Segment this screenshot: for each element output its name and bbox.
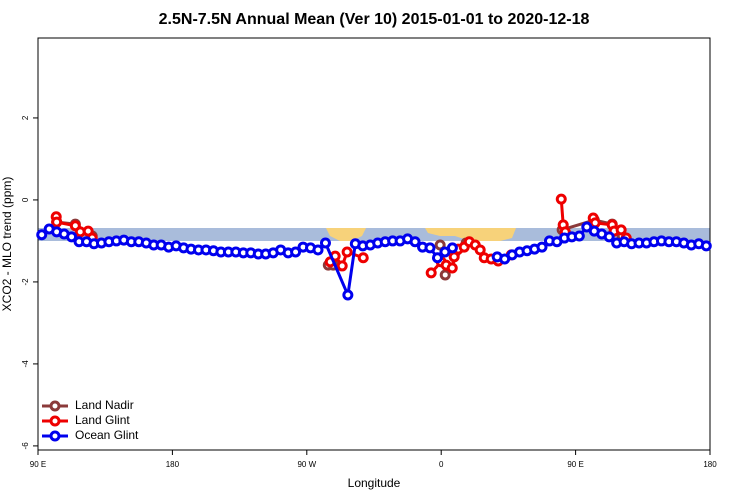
point: [431, 252, 443, 264]
ocean-band: [38, 228, 710, 241]
point: [555, 193, 567, 205]
legend-label: Ocean Glint: [75, 428, 139, 442]
point: [446, 242, 458, 254]
point: [424, 242, 436, 254]
point: [615, 224, 627, 236]
point: [312, 244, 324, 256]
x-tick-label: 180: [703, 460, 717, 469]
point: [603, 231, 615, 243]
legend-marker: [49, 400, 61, 412]
point: [700, 240, 712, 252]
point: [51, 216, 63, 228]
point: [290, 246, 302, 258]
y-tick-label: 0: [21, 197, 30, 202]
x-tick-label: 90 E: [567, 460, 583, 469]
point: [446, 262, 458, 274]
x-axis-label: Longitude: [348, 476, 401, 490]
point: [434, 239, 446, 251]
map-strip: [38, 228, 710, 241]
point: [573, 230, 585, 242]
x-tick-label: 90 W: [297, 460, 316, 469]
point: [36, 229, 48, 241]
point: [536, 241, 548, 253]
point: [409, 236, 421, 248]
chart-title: 2.5N-7.5N Annual Mean (Ver 10) 2015-01-0…: [159, 11, 590, 28]
legend-marker: [49, 415, 61, 427]
legend-label: Land Nadir: [75, 398, 134, 412]
point: [439, 269, 451, 281]
x-tick-label: 90 E: [30, 460, 46, 469]
point: [474, 244, 486, 256]
point: [319, 237, 331, 249]
legend-marker: [49, 430, 61, 442]
point: [341, 246, 353, 258]
y-tick-label: -4: [21, 360, 30, 368]
x-tick-label: 180: [166, 460, 180, 469]
land-africa: [425, 228, 516, 241]
point: [425, 267, 437, 279]
y-tick-label: 2: [21, 115, 30, 120]
land-south-america: [326, 228, 366, 241]
point: [357, 252, 369, 264]
x-tick-label: 0: [439, 460, 444, 469]
y-tick-label: -2: [21, 278, 30, 286]
legend-label: Land Glint: [75, 413, 130, 427]
point: [342, 289, 354, 301]
y-axis-label: XCO2 - MLO trend (ppm): [0, 177, 14, 312]
point: [66, 231, 78, 243]
point: [336, 260, 348, 272]
y-tick-label: -6: [21, 442, 30, 450]
